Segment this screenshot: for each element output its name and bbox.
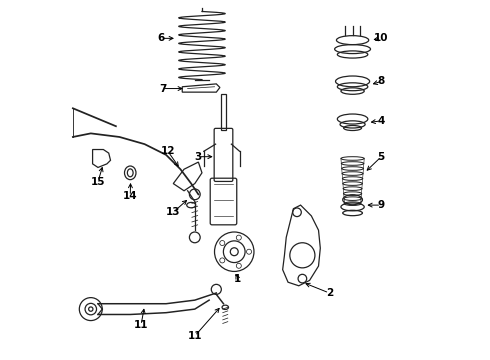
Text: 2: 2 <box>326 288 333 298</box>
Text: 11: 11 <box>188 331 202 341</box>
Text: 6: 6 <box>157 33 164 43</box>
Text: 3: 3 <box>195 152 202 162</box>
Text: 11: 11 <box>134 320 148 330</box>
Text: 4: 4 <box>378 116 385 126</box>
Text: 8: 8 <box>378 76 385 86</box>
Text: 5: 5 <box>378 152 385 162</box>
Text: 7: 7 <box>159 84 166 94</box>
Text: 13: 13 <box>166 207 180 217</box>
Text: 14: 14 <box>123 191 138 201</box>
Text: 12: 12 <box>161 146 175 156</box>
Text: 15: 15 <box>91 177 105 187</box>
Text: 1: 1 <box>234 274 242 284</box>
Text: 10: 10 <box>374 33 389 43</box>
Text: 9: 9 <box>378 200 385 210</box>
